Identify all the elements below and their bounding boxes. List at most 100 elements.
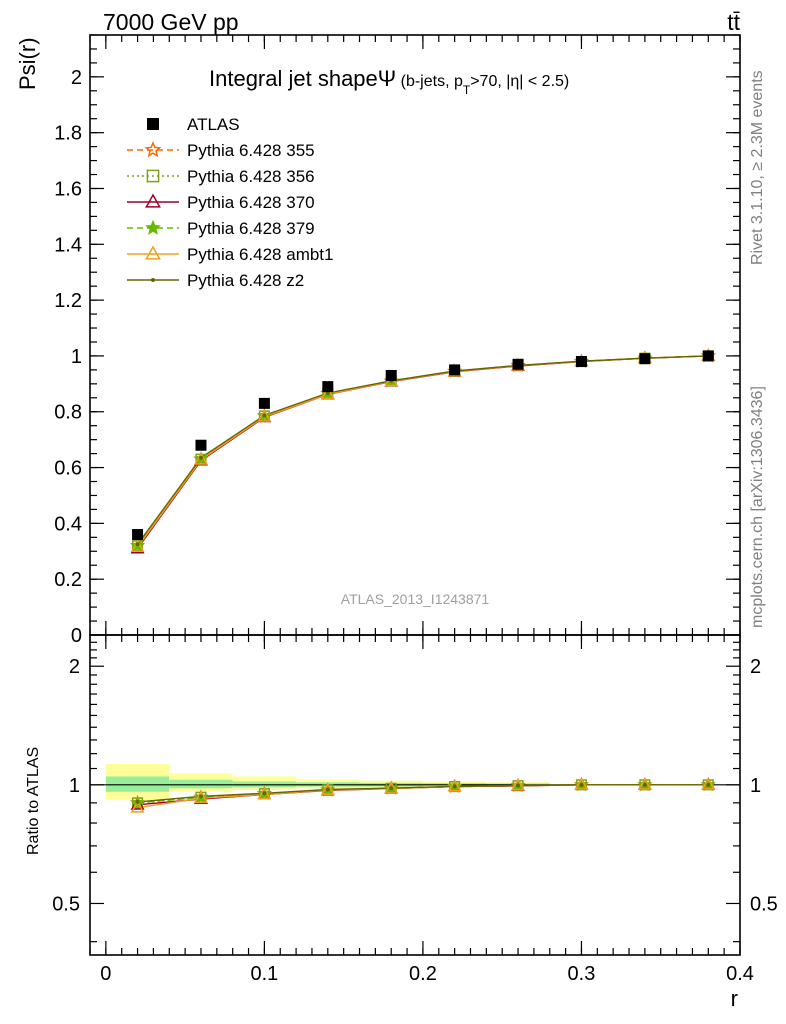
ratio-series-marker [579, 782, 584, 787]
main-series-markers [129, 347, 716, 554]
legend-series-label: Pythia 6.428 379 [187, 219, 315, 238]
series-marker [320, 386, 335, 400]
ratio-series-marker [511, 778, 526, 791]
y-tick-label: 0.8 [54, 402, 82, 424]
legend-series-marker [146, 169, 160, 183]
series-marker [257, 409, 272, 422]
main-y-axis-label: Psi(r) [15, 37, 40, 90]
x-tick-label: 0 [100, 963, 111, 985]
ratio-axis-ticks: 0.5 0.5 1 1 2 2 0 0.1 0.2 0.3 0.4 [52, 635, 778, 985]
legend-series-label: Pythia 6.428 370 [187, 193, 315, 212]
y-tick-label: 0.2 [54, 569, 82, 591]
ratio-series-marker [262, 791, 267, 796]
ratio-series-markers [129, 776, 716, 813]
series-marker [130, 539, 145, 553]
atlas-data-point [195, 439, 207, 451]
atlas-data-point [639, 353, 651, 365]
ratio-series-marker [447, 779, 462, 792]
main-axis-ticks: 0 0.2 0.4 0.6 0.8 1 1.2 1.4 1.6 1.8 2 [54, 34, 741, 647]
ratio-series-marker [135, 799, 140, 804]
ratio-y-tick-label-left: 2 [69, 656, 80, 678]
ratio-series-marker [452, 784, 457, 789]
series-marker [262, 413, 267, 418]
atlas-data-point [449, 364, 461, 376]
ratio-series-marker [642, 782, 647, 787]
x-tick-label: 0.2 [409, 963, 437, 985]
series-line [137, 355, 709, 549]
ratio-series-marker [384, 781, 399, 794]
ratio-series-marker [198, 794, 203, 799]
legend-atlas-label: ATLAS [187, 115, 240, 134]
y-tick-label: 1.8 [54, 123, 82, 145]
ratio-series-line [137, 784, 709, 803]
ratio-series-marker [701, 777, 716, 790]
ratio-y-tick-label-left: 0.5 [52, 893, 80, 915]
ratio-series-marker [637, 777, 652, 790]
green-band [105, 776, 170, 792]
ratio-y-tick-label-right: 1 [750, 775, 761, 797]
green-band [169, 779, 233, 789]
energy-label: 7000 GeV pp [103, 9, 239, 35]
ratio-y-tick-label-right: 0.5 [750, 893, 778, 915]
atlas-data-point [132, 529, 144, 541]
ratio-series-marker [516, 783, 521, 788]
ratio-y-tick-label-left: 1 [69, 775, 80, 797]
main-series-lines [137, 355, 709, 549]
series-marker [135, 542, 140, 547]
atlas-data-point [322, 381, 334, 393]
ratio-plot-frame [89, 634, 741, 956]
atlas-data-point [385, 369, 397, 381]
analysis-watermark: ATLAS_2013_I1243871 [341, 591, 490, 607]
y-tick-label: 0.4 [54, 513, 82, 535]
legend-series-label: Pythia 6.428 356 [187, 167, 315, 186]
ratio-y-axis-label: Ratio to ATLAS [25, 747, 42, 855]
x-tick-label: 0.3 [568, 963, 596, 985]
series-line [137, 355, 709, 545]
series-marker [193, 452, 208, 465]
ratio-plot: 0.5 0.5 1 1 2 2 0 0.1 0.2 0.3 0.4 Ratio to ATLAS r [25, 634, 778, 1011]
main-plot: 0 0.2 0.4 0.6 0.8 1 1.2 1.4 1.6 1.8 2 Integral jet… [15, 34, 741, 647]
ratio-series-marker [706, 782, 711, 787]
atlas-data-point [512, 358, 524, 370]
ratio-y-tick-label-right: 2 [750, 656, 761, 678]
ratio-series-lines [137, 784, 709, 809]
legend: ATLAS Pythia 6.428 355 Pythia 6.428 356 Pyt… [127, 115, 333, 290]
ratio-series-marker [193, 790, 208, 804]
y-tick-label: 1.2 [54, 290, 82, 312]
y-tick-label: 1.4 [54, 234, 82, 256]
atlas-data-point [702, 350, 714, 362]
main-title: Integral jet shapeΨ (b-jets, pT>70, |η| … [209, 66, 569, 97]
ratio-series-marker [320, 782, 335, 795]
x-tick-label: 0.4 [726, 963, 754, 985]
legend-series-label: Pythia 6.428 355 [187, 141, 315, 160]
mcplots-label: mcplots.cern.ch [arXiv:1306.3436] [749, 386, 766, 628]
series-line [137, 355, 709, 548]
y-tick-label: 1 [71, 346, 82, 368]
y-tick-label: 1.6 [54, 178, 82, 200]
legend-series-marker [145, 219, 161, 235]
legend-series-marker [151, 278, 155, 282]
x-tick-label: 0.1 [250, 963, 278, 985]
rivet-version-label: Rivet 3.1.10, ≥ 2.3M events [749, 70, 766, 265]
process-label: tt̄ [727, 9, 740, 35]
atlas-data-points [132, 350, 714, 541]
legend-series-marker [145, 245, 161, 260]
series-marker [198, 455, 203, 460]
series-line [137, 355, 709, 547]
series-line [137, 355, 709, 547]
x-axis-label: r [731, 986, 738, 1011]
ratio-series-marker [574, 777, 589, 790]
legend-series-label: Pythia 6.428 ambt1 [187, 245, 333, 264]
ratio-series-marker [257, 786, 272, 800]
legend-atlas-marker [147, 118, 159, 130]
ratio-series-marker [325, 787, 330, 792]
ratio-series-marker [389, 786, 394, 791]
legend-series-marker [145, 193, 161, 208]
y-tick-label: 2 [71, 67, 82, 89]
atlas-data-point [258, 397, 270, 409]
series-line [137, 355, 709, 547]
legend-series-label: Pythia 6.428 z2 [187, 271, 304, 290]
ratio-series-marker [130, 800, 145, 813]
uncertainty-bands [90, 763, 740, 800]
